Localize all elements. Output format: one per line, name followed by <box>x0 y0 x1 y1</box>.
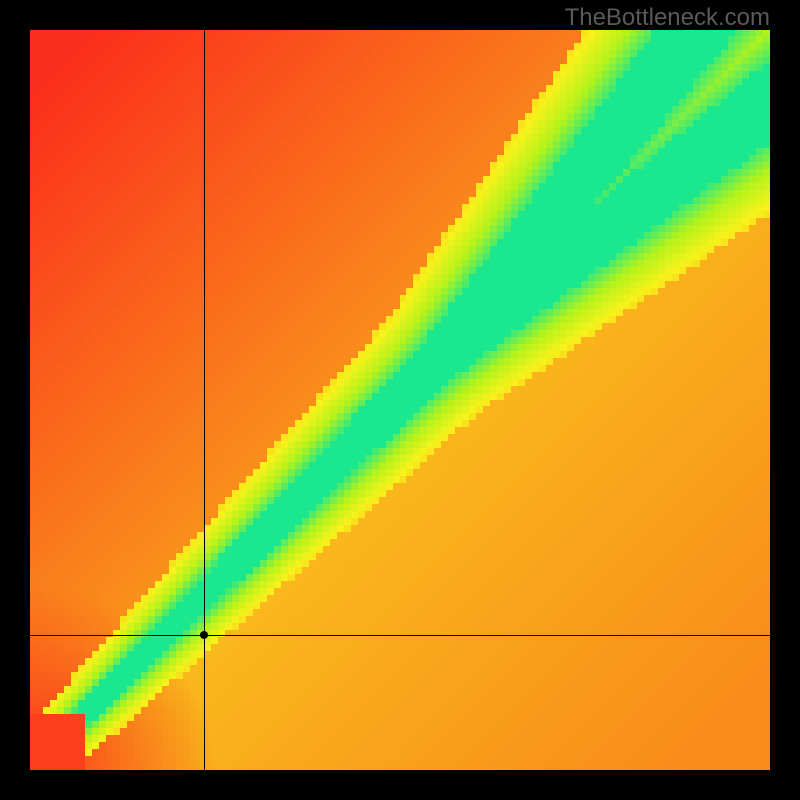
watermark-text: TheBottleneck.com <box>565 4 770 32</box>
crosshair-horizontal <box>30 635 770 636</box>
heatmap-canvas <box>30 30 770 770</box>
selection-marker-dot <box>200 631 208 639</box>
crosshair-vertical <box>204 30 205 770</box>
plot-area <box>30 30 770 770</box>
